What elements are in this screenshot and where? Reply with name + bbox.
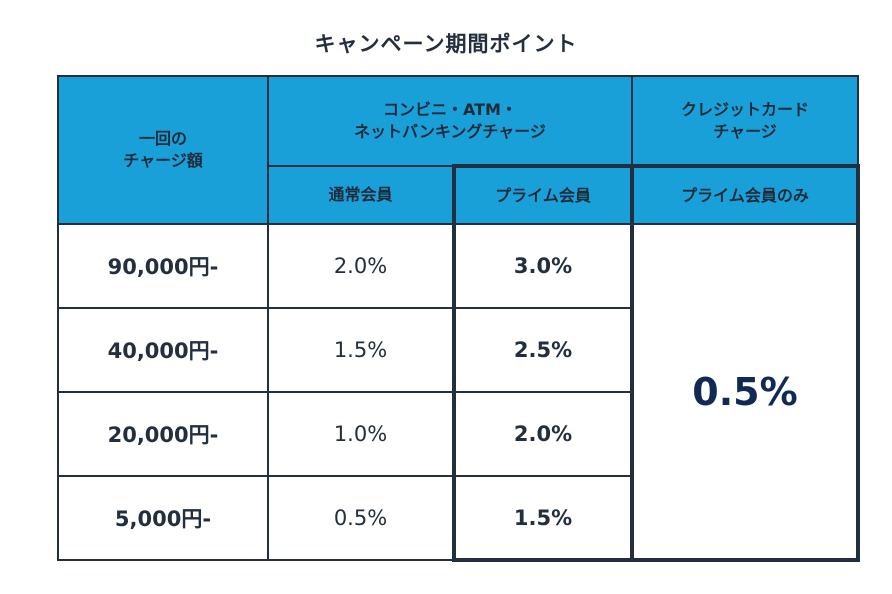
table-row: 40,000円- 1.5% 2.5% [57, 307, 858, 393]
regular-rate-cell: 1.0% [267, 391, 455, 477]
table-row: 5,000円- 0.5% 1.5% [57, 475, 858, 562]
header-regular-member: 通常会員 [267, 165, 455, 225]
table-row: 90,000円- 2.0% 3.0% 0.5% [57, 223, 860, 562]
regular-rate-cell: 2.0% [267, 223, 455, 309]
header-charge-amount: 一回の チャージ額 [57, 75, 269, 225]
credit-card-rate-cell: 0.5% [630, 223, 860, 562]
table-row: 20,000円- 1.0% 2.0% [57, 391, 858, 477]
header-convenience-line1: コンビニ・ATM・ [383, 99, 517, 119]
prime-rate-cell: 2.0% [452, 391, 634, 477]
prime-rate-cell: 2.5% [452, 307, 634, 393]
header-credit-card-group: クレジットカード チャージ [631, 75, 859, 167]
header-convenience-group: コンビニ・ATM・ ネットバンキングチャージ [267, 75, 633, 167]
regular-rate-cell: 1.5% [267, 307, 455, 393]
header-credit-card-line2: チャージ [713, 121, 777, 141]
header-charge-amount-line1: 一回の [138, 129, 187, 148]
charge-amount-cell: 40,000円- [57, 307, 269, 393]
charge-amount-cell: 90,000円- [57, 223, 269, 309]
regular-rate-cell: 0.5% [267, 475, 455, 561]
header-prime-member: プライム会員 [452, 164, 634, 225]
header-credit-card-line1: クレジットカード [680, 99, 809, 119]
charge-amount-cell: 20,000円- [57, 391, 269, 477]
campaign-points-table: 一回の チャージ額 コンビニ・ATM・ ネットバンキングチャージ クレジットカー… [57, 75, 860, 562]
prime-rate-cell: 1.5% [452, 475, 634, 562]
charge-amount-cell: 5,000円- [57, 475, 269, 561]
header-charge-amount-line2: チャージ額 [123, 151, 203, 170]
header-prime-only: プライム会員のみ [630, 164, 860, 225]
header-convenience-line2: ネットバンキングチャージ [354, 121, 546, 141]
prime-rate-cell: 3.0% [452, 223, 634, 309]
page-title: キャンペーン期間ポイント [314, 32, 578, 56]
